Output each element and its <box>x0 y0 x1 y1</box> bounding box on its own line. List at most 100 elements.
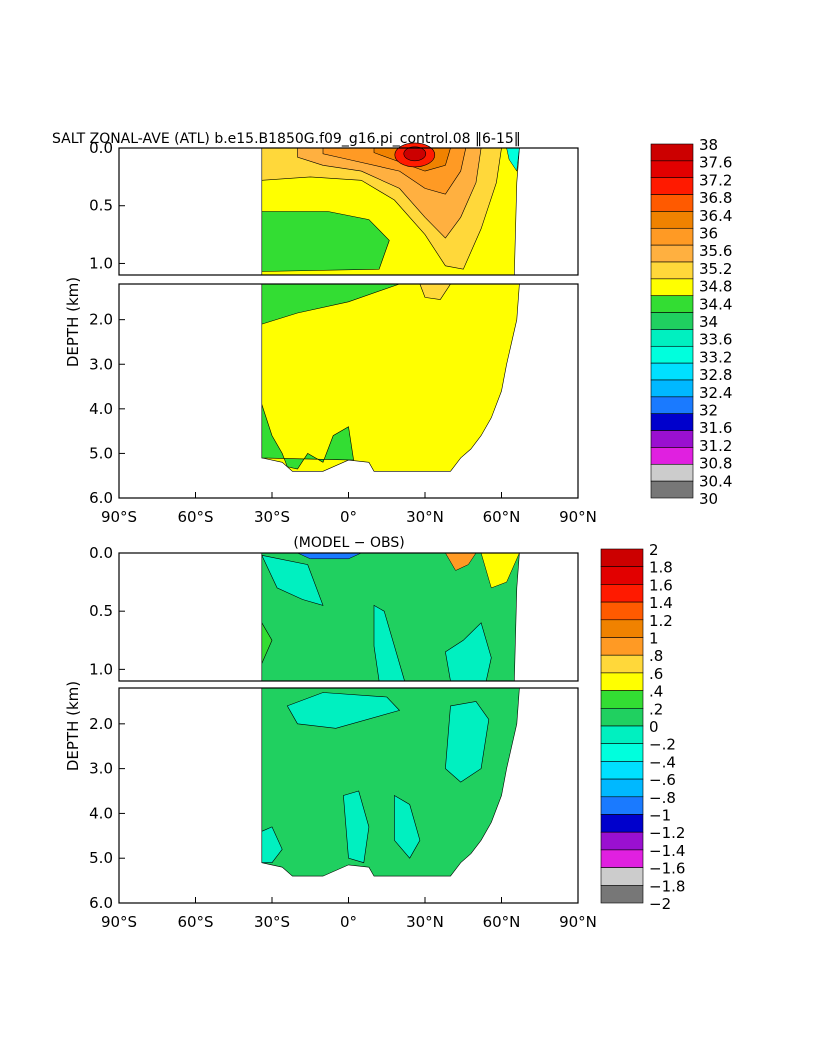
y-tick-label: 6.0 <box>89 894 113 912</box>
colorbar-label: .6 <box>649 665 663 683</box>
x-tick-label: 30°S <box>254 913 290 931</box>
colorbar-label: 34.8 <box>699 278 732 296</box>
colorbar-swatch <box>600 831 644 851</box>
colorbar-swatch <box>650 194 694 212</box>
y-tick-label: 0.0 <box>89 544 113 562</box>
y-tick-label: 5.0 <box>89 849 113 867</box>
colorbar-swatch <box>650 177 694 195</box>
colorbar-swatch <box>650 295 694 313</box>
colorbar-swatch <box>650 480 694 499</box>
colorbar-label: 36.4 <box>699 207 732 225</box>
colorbar-swatch <box>600 796 644 815</box>
colorbar-label: 2 <box>649 541 659 559</box>
colorbar-label: 34.4 <box>699 295 732 313</box>
x-tick-label: 60°S <box>177 508 213 526</box>
colorbar-label: 0 <box>649 718 659 736</box>
colorbar-label: 36 <box>699 225 718 243</box>
colorbar-label: 1.8 <box>649 559 673 577</box>
chart-title: (MODEL − OBS) <box>293 535 404 551</box>
colorbar-label: −1 <box>649 807 671 825</box>
x-tick-label: 90°S <box>101 913 137 931</box>
colorbar-swatch <box>600 778 644 798</box>
colorbar-label: 1.6 <box>649 576 673 594</box>
colorbar-label: 33.2 <box>699 348 732 366</box>
colorbar-swatch <box>600 619 644 638</box>
colorbar-swatch <box>600 637 644 656</box>
x-tick-label: 0° <box>340 508 357 526</box>
colorbar-label: 1 <box>649 630 659 648</box>
colorbar-swatch <box>650 244 694 263</box>
x-tick-label: 0° <box>340 913 357 931</box>
frame-upper <box>118 552 579 682</box>
colorbar-swatch <box>600 584 644 603</box>
x-tick-label: 60°N <box>483 508 521 526</box>
axes: 90°S 60°S 30°S 0° 30°N 60°N 90°N 0.0 0.5 1.0 2.0 3.… <box>89 544 597 931</box>
colorbar-swatch <box>650 227 694 246</box>
colorbar-swatch <box>650 430 694 448</box>
colorbar-swatch <box>650 345 694 364</box>
y-axis-label: DEPTH (km) <box>64 277 82 367</box>
colorbar-label: 31.2 <box>699 437 732 455</box>
y-tick-label: 2.0 <box>89 715 113 733</box>
colorbar-label: 32 <box>699 402 718 420</box>
colorbar-label: 31.6 <box>699 419 732 437</box>
colorbar-swatch <box>600 601 644 621</box>
colorbar-swatch <box>600 707 644 727</box>
colorbar-label: −2 <box>649 895 671 913</box>
contour-37-6 <box>403 146 427 162</box>
anomaly-deep-3 <box>394 794 421 859</box>
colorbar-swatch <box>600 690 644 709</box>
colorbar-label: −1.8 <box>649 877 685 895</box>
x-tick-label: 90°N <box>559 508 597 526</box>
y-tick-label: 1.0 <box>89 254 113 272</box>
colorbar-label: 36.8 <box>699 189 732 207</box>
x-tick-label: 30°N <box>406 913 444 931</box>
x-tick-label: 90°N <box>559 913 597 931</box>
colorbar-swatch <box>600 672 644 691</box>
colorbar-swatch <box>650 329 694 347</box>
colorbar-label: 35.2 <box>699 260 732 278</box>
colorbar-label: −1.2 <box>649 824 685 842</box>
colorbar-label: −1.6 <box>649 860 685 878</box>
x-tick-label: 60°N <box>483 913 521 931</box>
colorbar-label: .4 <box>649 683 663 701</box>
anomaly-patch-pos <box>261 621 273 664</box>
anomaly-deep-1 <box>286 692 401 729</box>
colorbar-label: 35.6 <box>699 242 732 260</box>
colorbar-swatch <box>650 413 694 431</box>
colorbar-label: −.2 <box>649 736 676 754</box>
anomaly-patch-sw <box>261 554 324 606</box>
panel-salinity: SALT ZONAL-AVE (ATL) b.e15.B1850G.f09_g1… <box>52 131 732 526</box>
y-tick-label: 2.0 <box>89 311 113 329</box>
colorbar: 21.81.61.41.21.8.6.4.20−.2−.4−.6−.8−1−1.… <box>600 541 685 913</box>
colorbar-label: 1.4 <box>649 594 673 612</box>
x-tick-label: 90°S <box>101 508 137 526</box>
field-lower-base <box>261 283 520 472</box>
colorbar-label: .2 <box>649 700 663 718</box>
upper-section <box>118 552 579 682</box>
colorbar-swatch <box>600 849 644 868</box>
colorbar-label: −.6 <box>649 771 676 789</box>
colorbar-swatch <box>650 261 694 280</box>
colorbar-swatch <box>600 814 644 833</box>
colorbar-swatch <box>650 160 694 179</box>
contour-34-4-bottom <box>261 404 354 470</box>
y-tick-label: 3.0 <box>89 355 113 373</box>
x-tick-label: 60°S <box>177 913 213 931</box>
colorbar-label: 30.8 <box>699 455 732 473</box>
x-tick-label: 30°S <box>254 508 290 526</box>
colorbar-swatch <box>650 278 694 297</box>
y-axis-label: DEPTH (km) <box>64 681 82 771</box>
lower-section <box>118 283 579 499</box>
axes: 90°S 60°S 30°S 0° 30°N 60°N 90°N 0.0 0.5 1.0 2.0 3.… <box>89 139 597 526</box>
y-tick-label: 0.0 <box>89 139 113 157</box>
y-tick-label: 4.0 <box>89 804 113 822</box>
colorbar-label: 32.8 <box>699 366 732 384</box>
chart-title: SALT ZONAL-AVE (ATL) b.e15.B1850G.f09_g1… <box>52 131 521 147</box>
x-tick-label: 30°N <box>406 508 444 526</box>
lower-section <box>118 687 579 904</box>
colorbar-label: −1.4 <box>649 842 685 860</box>
frame-upper <box>118 147 579 276</box>
colorbar-label: 30 <box>699 490 718 508</box>
